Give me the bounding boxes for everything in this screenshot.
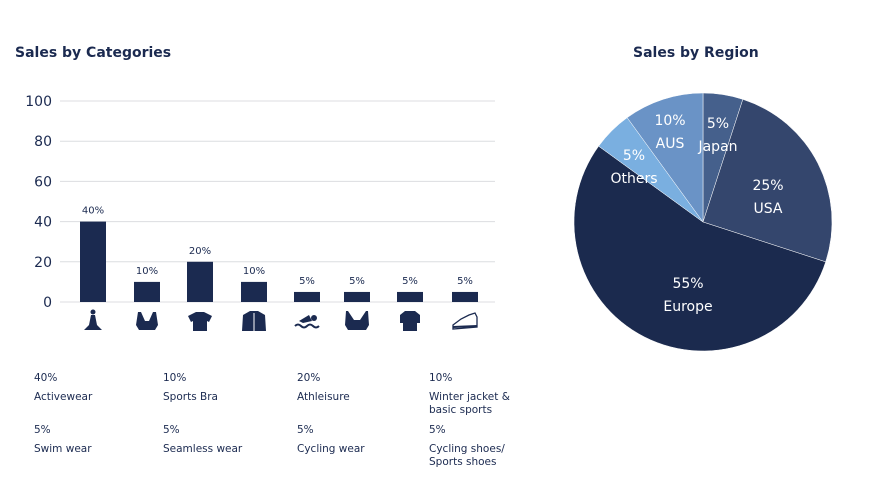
- bar-value-label: 10%: [136, 266, 158, 277]
- pie-name-label: AUS: [656, 136, 685, 152]
- pie-pct-label: 10%: [654, 113, 685, 129]
- pie-pct-label: 55%: [672, 276, 703, 292]
- bar: [187, 261, 213, 302]
- legend-name: Cycling wear: [297, 443, 365, 455]
- bar-value-label: 10%: [243, 266, 265, 277]
- bar-value-label: 5%: [349, 276, 365, 287]
- legend-item: 10% Sports Bra: [163, 372, 253, 404]
- pie-slice-europe: [573, 145, 827, 352]
- legend-name: Seamless wear: [163, 443, 243, 455]
- legend-name: Swim wear: [34, 443, 92, 455]
- pie-name-label: USA: [754, 201, 783, 217]
- legend-pct: 5%: [297, 424, 314, 436]
- legend-pct: 5%: [163, 424, 180, 436]
- pie-name-label: Japan: [697, 139, 737, 155]
- legend-item: 10% Winter jacket & basic sports: [429, 372, 519, 417]
- legend-name: Sports Bra: [163, 391, 218, 403]
- pie-slice-aus: [626, 92, 704, 223]
- bar: [80, 221, 106, 302]
- pie-slice-usa: [702, 98, 833, 263]
- legend-pct: 20%: [297, 372, 321, 384]
- pie-pct-label: 5%: [623, 148, 645, 164]
- bar: [294, 291, 320, 302]
- sports-bra-icon: [136, 312, 158, 330]
- bar-chart-title: Sales by Categories: [15, 45, 172, 61]
- bar-value-label: 5%: [457, 276, 473, 287]
- bar-value-label: 40%: [82, 206, 104, 217]
- pie-name-label: Europe: [663, 299, 712, 315]
- cycling-jersey-icon: [400, 311, 420, 331]
- legend-item: 5% Cycling shoes/ Sports shoes: [429, 424, 519, 469]
- legend-pct: 10%: [163, 372, 187, 384]
- bar: [134, 281, 160, 302]
- legend-pct: 40%: [34, 372, 58, 384]
- y-tick-label: 100: [25, 94, 52, 110]
- y-tick-label: 40: [34, 215, 52, 231]
- bar-value-label: 20%: [189, 246, 211, 257]
- legend-item: 40% Activewear: [34, 372, 124, 404]
- bar: [452, 291, 478, 302]
- legend-item: 5% Cycling wear: [297, 424, 387, 456]
- legend-pct: 5%: [429, 424, 446, 436]
- pie-pct-label: 5%: [707, 116, 729, 132]
- tshirt-icon: [188, 312, 212, 331]
- bar: [397, 291, 423, 302]
- legend-item: 20% Athleisure: [297, 372, 387, 404]
- legend-name: Activewear: [34, 391, 93, 403]
- legend-name: Cycling shoes/ Sports shoes: [429, 443, 505, 468]
- legend-item: 5% Seamless wear: [163, 424, 253, 456]
- legend-pct: 10%: [429, 372, 453, 384]
- bar: [241, 281, 267, 302]
- y-tick-label: 20: [34, 255, 52, 271]
- bra-icon: [345, 311, 369, 330]
- shoe-icon: [452, 312, 478, 330]
- pie-pct-label: 25%: [752, 178, 783, 194]
- pie-name-label: Others: [610, 171, 657, 187]
- jacket-icon: [242, 311, 266, 331]
- legend-pct: 5%: [34, 424, 51, 436]
- legend-item: 5% Swim wear: [34, 424, 124, 456]
- bar-value-label: 5%: [299, 276, 315, 287]
- legend-name: Athleisure: [297, 391, 350, 403]
- bar: [344, 291, 370, 302]
- swimmer-icon: [294, 315, 320, 329]
- legend-name: Winter jacket & basic sports: [429, 391, 510, 416]
- pie-chart-title: Sales by Region: [633, 45, 759, 61]
- y-tick-label: 60: [34, 174, 52, 190]
- bar-value-label: 5%: [402, 276, 418, 287]
- y-tick-label: 0: [43, 295, 52, 311]
- y-tick-label: 80: [34, 134, 52, 150]
- yoga-icon: [84, 309, 102, 330]
